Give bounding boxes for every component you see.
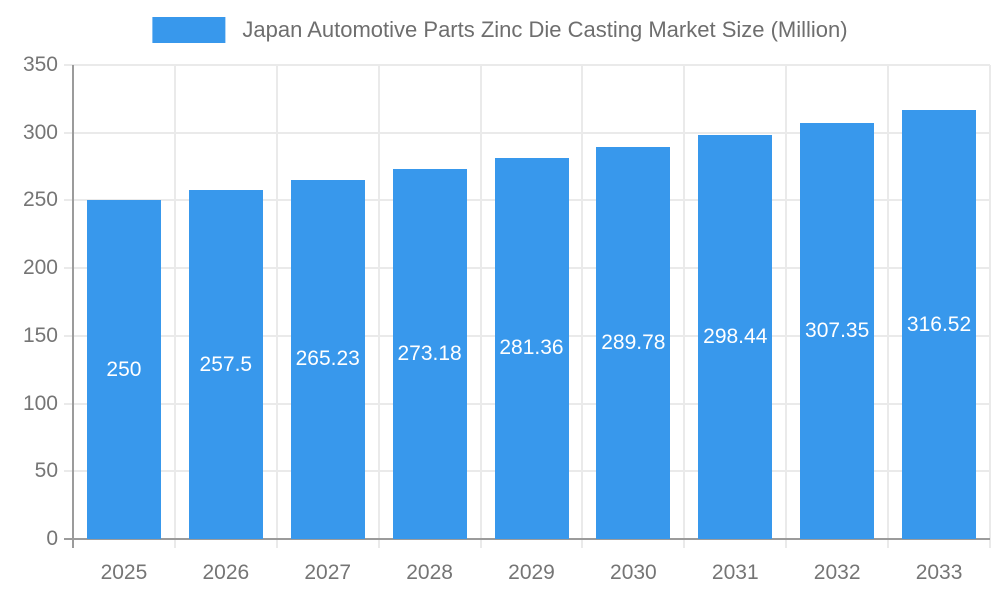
bar-value-label: 250 [106,357,142,381]
x-tick-label: 2033 [915,561,963,584]
x-tick-label: 2029 [508,561,555,584]
bar-value-label: 265.23 [295,347,360,371]
bar[interactable] [86,200,161,539]
bar-value-label: 298.44 [703,324,768,348]
x-tick-label: 2031 [711,561,759,584]
x-tick-label: 2030 [610,561,657,584]
y-tick-label: 350 [22,53,58,76]
bar[interactable] [494,157,569,539]
y-tick-label: 100 [22,391,58,415]
bar[interactable] [596,146,671,539]
x-tick-label: 2027 [304,561,352,584]
gridline-v [989,65,991,548]
y-tick-label: 50 [34,459,58,483]
gridline-h [64,131,990,134]
legend-swatch [152,17,226,43]
bar-value-label: 289.78 [601,330,666,354]
gridline-v [173,65,176,548]
y-tick-label: 300 [22,120,58,144]
gridline-v [785,65,788,548]
y-tick-label: 0 [46,527,58,550]
gridline-v [887,65,890,548]
x-tick-label: 2025 [100,561,148,584]
bar-value-label: 281.36 [499,336,564,360]
bar[interactable] [188,190,263,539]
bar-value-label: 273.18 [397,342,462,366]
y-tick-label: 250 [22,188,58,212]
bar-value-label: 316.52 [906,312,972,336]
gridline-h [64,64,990,66]
bar[interactable] [902,110,977,539]
y-tick-label: 150 [22,323,58,347]
bar-value-label: 307.35 [805,318,870,342]
bar[interactable] [800,122,875,539]
x-tick-label: 2032 [813,561,861,584]
gridline-v [377,65,380,548]
bar[interactable] [698,134,773,539]
x-tick-label: 2026 [202,561,250,584]
bar-value-label: 257.5 [199,352,253,376]
x-axis-line [64,538,990,540]
legend-label: Japan Automotive Parts Zinc Die Casting … [242,17,848,42]
y-axis-line [72,65,74,548]
y-tick-label: 200 [22,256,58,280]
gridline-v [479,65,482,548]
gridline-v [581,65,584,548]
x-tick-label: 2028 [406,561,453,584]
bar[interactable] [290,179,365,539]
gridline-v [275,65,278,548]
gridline-v [683,65,686,548]
bar[interactable] [392,169,467,539]
legend[interactable]: Japan Automotive Parts Zinc Die Casting … [152,17,848,43]
